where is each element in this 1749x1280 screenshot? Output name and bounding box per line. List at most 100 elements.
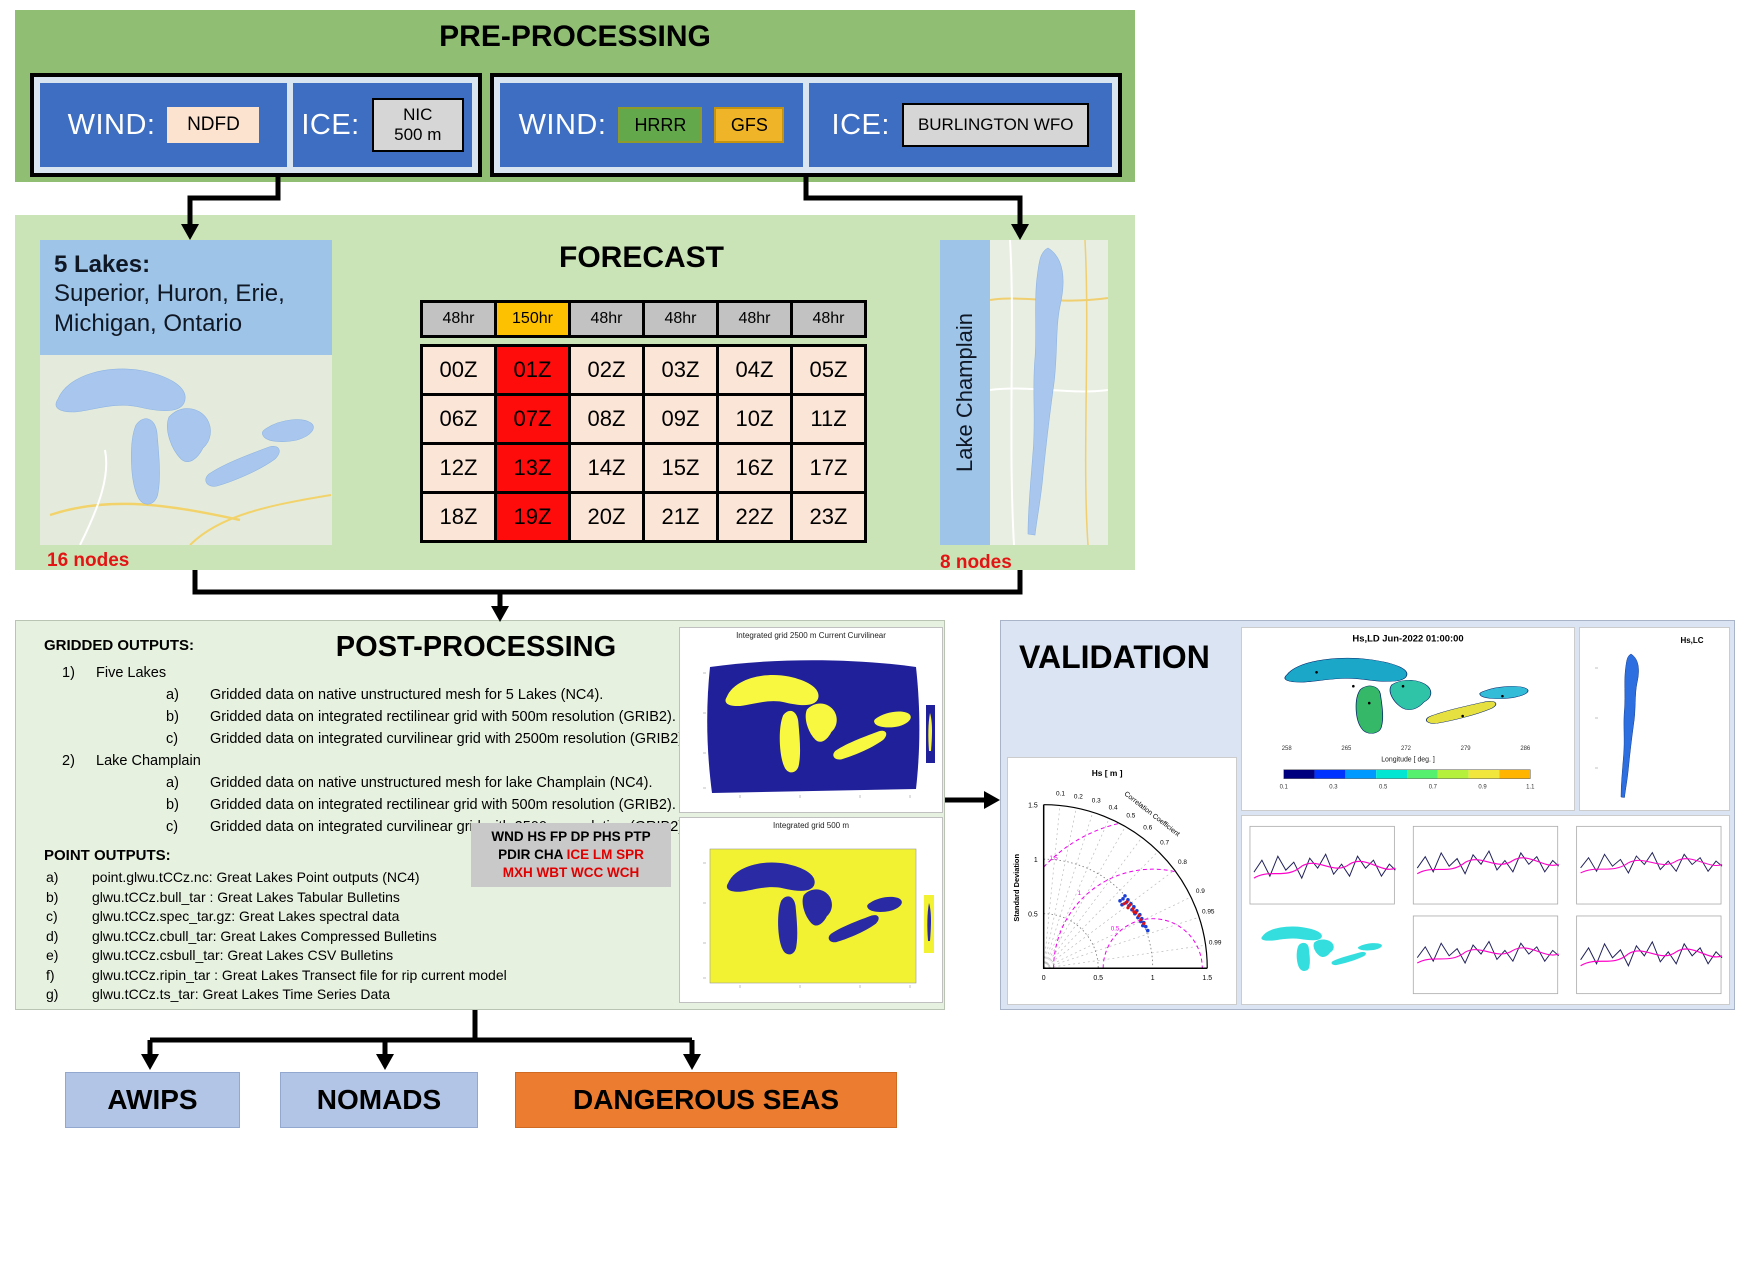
- svg-text:0.4: 0.4: [1109, 805, 1118, 812]
- point-outputs-heading: POINT OUTPUTS:: [44, 847, 171, 864]
- taylor-diagram-panel: Hs [ m ] Standard Deviation Correlation …: [1007, 757, 1237, 1005]
- list-item: 2) Lake Champlain: [62, 753, 201, 769]
- svg-text:0.3: 0.3: [1092, 798, 1101, 805]
- svg-text:0.95: 0.95: [1202, 909, 1215, 916]
- figure-title: Integrated grid 500 m: [772, 821, 850, 830]
- svg-text:0.1: 0.1: [1280, 785, 1289, 791]
- validation-section: VALIDATION Hs [ m ] Standard Deviation C…: [1000, 620, 1735, 1010]
- forecast-cell: 04Z: [719, 347, 790, 393]
- forecast-cell: 06Z: [423, 396, 494, 442]
- forecast-cell-highlight: 19Z: [497, 494, 568, 540]
- forecast-cell: 15Z: [645, 445, 716, 491]
- list-item: b) Gridded data on integrated rectilinear…: [166, 797, 676, 813]
- forecast-header-cell: 48hr: [793, 303, 864, 335]
- list-item: g) glwu.tCCz.ts_tar: Great Lakes Time Ser…: [46, 986, 390, 1002]
- correlation-ticks: 0.1 0.2 0.3 0.4 0.5 0.6 0.7 0.8 0.9 0.95…: [1056, 791, 1222, 947]
- forecast-cell: 08Z: [571, 396, 642, 442]
- longitude-ticks: 258 265 272 279 286: [1282, 746, 1531, 752]
- std-ticks: 1.5 1 0.5 0 0.5 1 1.5: [1028, 803, 1212, 982]
- champlain-nodes-label: 8 nodes: [940, 552, 1012, 573]
- forecast-cell-highlight: 01Z: [497, 347, 568, 393]
- svg-text:0.6: 0.6: [1143, 824, 1152, 831]
- output-variables-box: WND HS FP DP PHS PTP PDIR CHA ICE LM SPR…: [471, 823, 671, 887]
- list-item: e) glwu.tCCz.csbull_tar: Great Lakes CSV …: [46, 947, 394, 963]
- awips-box: AWIPS: [65, 1072, 240, 1128]
- forecast-cell: 03Z: [645, 347, 716, 393]
- forecast-cell: 12Z: [423, 445, 494, 491]
- forecast-header-cell: 48hr: [645, 303, 716, 335]
- validation-title: VALIDATION: [1019, 639, 1210, 675]
- forecast-cell: 05Z: [793, 347, 864, 393]
- svg-text:0.3: 0.3: [1329, 785, 1338, 791]
- hs-lc-map: Hs,LC: [1595, 636, 1704, 798]
- svg-text:Hs,LC: Hs,LC: [1680, 636, 1703, 645]
- wind-label: WIND:: [518, 108, 607, 141]
- nic-chip: NIC 500 m: [371, 98, 464, 152]
- svg-text:0.8: 0.8: [1178, 859, 1187, 866]
- forecast-cell: 10Z: [719, 396, 790, 442]
- postprocessing-title: POST-PROCESSING: [335, 631, 617, 663]
- forecast-header-cell: 48hr: [719, 303, 790, 335]
- taylor-diagram: Hs [ m ] Standard Deviation Correlation …: [1012, 768, 1222, 982]
- svg-text:Hs,LD Jun-2022 01:00:00: Hs,LD Jun-2022 01:00:00: [1352, 633, 1463, 644]
- list-item: b) Gridded data on integrated rectilinear…: [166, 709, 676, 725]
- forecast-header-cell: 48hr: [423, 303, 494, 335]
- preprocessing-title: PRE-PROCESSING: [439, 20, 711, 53]
- rectilinear-grid-figure: Integrated grid 500 m: [679, 817, 943, 1003]
- variables-line2: PDIR CHA ICE LM SPR: [498, 846, 644, 862]
- hs-lc-panel: Hs,LC: [1579, 627, 1730, 811]
- five-lakes-list: Superior, Huron, Erie, Michigan, Ontario: [54, 280, 285, 337]
- svg-text:0.9: 0.9: [1196, 888, 1205, 895]
- nic-line1: NIC: [403, 105, 433, 125]
- svg-text:Longitude [ deg. ]: Longitude [ deg. ]: [1381, 757, 1435, 764]
- svg-text:0.9: 0.9: [1478, 785, 1487, 791]
- gridded-outputs-list: 1) Five Lakes a) Gridded data on native un…: [44, 665, 687, 841]
- list-item: a) Gridded data on native unstructured me…: [166, 775, 653, 791]
- svg-text:1: 1: [1034, 857, 1038, 864]
- ice-label: ICE:: [301, 108, 360, 141]
- ice-panel-lakes: ICE: NIC 500 m: [293, 83, 472, 167]
- gfs-chip: GFS: [714, 107, 785, 143]
- lake-champlain-map: [990, 240, 1108, 545]
- burlington-wfo-chip: BURLINGTON WFO: [901, 103, 1090, 147]
- forecast-cell: 09Z: [645, 396, 716, 442]
- forecast-cell: 02Z: [571, 347, 642, 393]
- svg-text:0.7: 0.7: [1429, 785, 1438, 791]
- lake-champlain-label: Lake Champlain: [952, 313, 977, 472]
- five-lakes-heading: 5 Lakes:: [54, 251, 151, 278]
- forecast-table-header: 48hr 150hr 48hr 48hr 48hr 48hr: [420, 300, 867, 338]
- svg-text:1: 1: [1151, 975, 1155, 982]
- forecast-cell: 21Z: [645, 494, 716, 540]
- colorbar-ticks: 0.1 0.3 0.5 0.7 0.9 1.1: [1280, 785, 1535, 791]
- svg-text:0.2: 0.2: [1074, 794, 1083, 801]
- nic-line2: 500 m: [394, 125, 442, 144]
- dangerous-seas-box: DANGEROUS SEAS: [515, 1072, 897, 1128]
- svg-text:0.1: 0.1: [1056, 791, 1065, 798]
- curvilinear-grid-figure: Integrated grid 2500 m Current Curviline…: [679, 627, 943, 813]
- timeseries-plots: [1249, 825, 1723, 995]
- rms-labels: 0.5 1 1.5: [1049, 856, 1119, 932]
- forecast-cell: 17Z: [793, 445, 864, 491]
- ice-panel-champlain: ICE: BURLINGTON WFO: [809, 83, 1112, 167]
- point-outputs-list: a) point.glwu.tCCz.nc: Great Lakes Point …: [44, 869, 507, 1006]
- cyan-lakes-mini-map: [1261, 926, 1382, 971]
- svg-text:0.99: 0.99: [1209, 939, 1222, 946]
- forecast-cell-highlight: 13Z: [497, 445, 568, 491]
- preprocessing-champlain-inputs: WIND: HRRR GFS ICE: BURLINGTON WFO: [490, 73, 1122, 177]
- wind-panel-lakes: WIND: NDFD: [40, 83, 288, 167]
- forecast-cell: 18Z: [423, 494, 494, 540]
- forecast-header-cell-highlight: 150hr: [497, 303, 568, 335]
- forecast-cell: 16Z: [719, 445, 790, 491]
- ndfd-chip: NDFD: [167, 107, 260, 143]
- forecast-header-cell: 48hr: [571, 303, 642, 335]
- svg-text:272: 272: [1401, 746, 1412, 752]
- wind-label: WIND:: [67, 108, 156, 141]
- svg-text:0.7: 0.7: [1160, 839, 1169, 846]
- five-lakes-text: 5 Lakes: Superior, Huron, Erie, Michigan…: [40, 240, 332, 338]
- rms-arcs: [1043, 822, 1203, 969]
- svg-text:1.5: 1.5: [1049, 856, 1058, 862]
- list-item: c) glwu.tCCz.spec_tar.gz: Great Lakes spe…: [46, 908, 400, 924]
- wind-panel-champlain: WIND: HRRR GFS: [500, 83, 803, 167]
- list-item: f) glwu.tCCz.ripin_tar : Great Lakes Tran…: [46, 966, 507, 983]
